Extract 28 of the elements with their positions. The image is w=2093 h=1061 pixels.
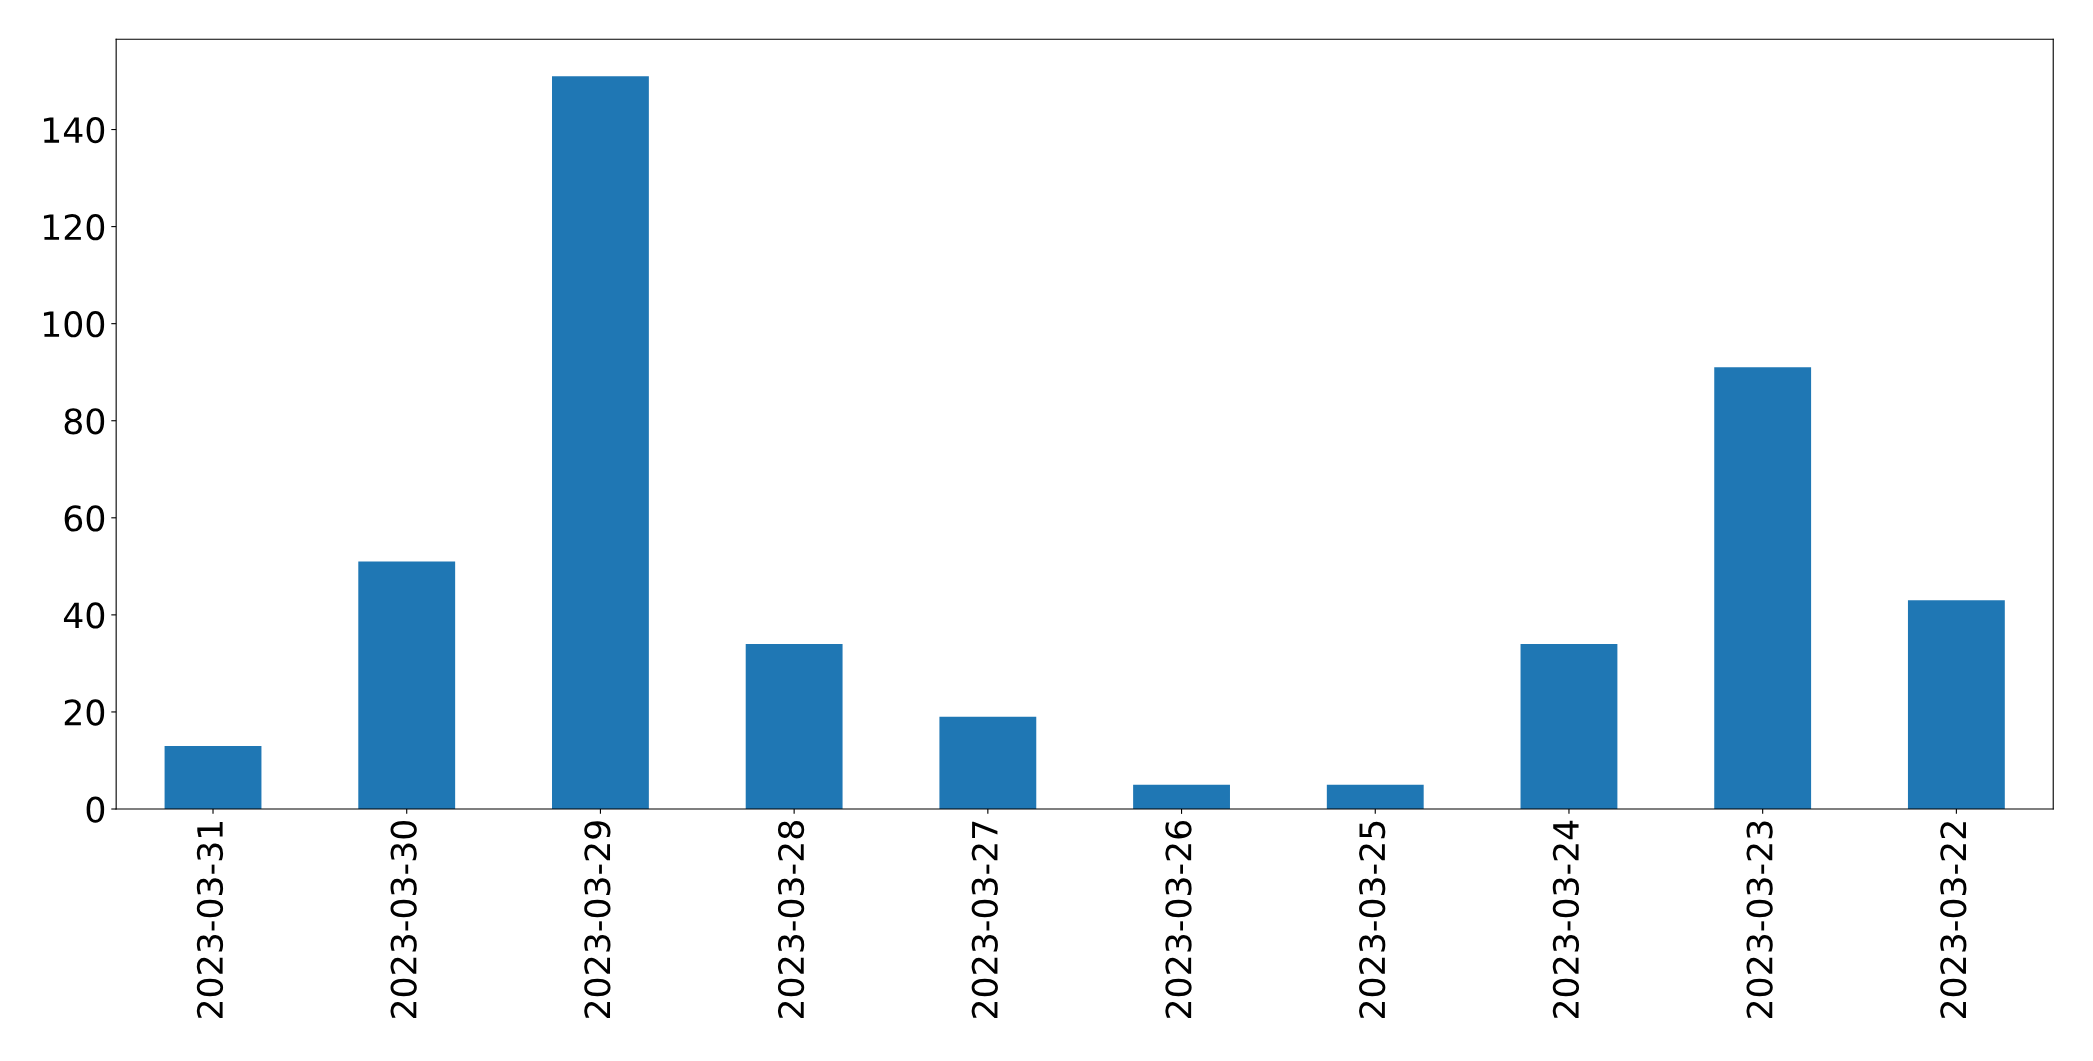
y-tick-label: 0 xyxy=(86,796,105,823)
bar xyxy=(1133,784,1230,810)
y-tick-label: 60 xyxy=(64,505,105,532)
y-tick-label: 120 xyxy=(43,214,105,241)
x-tick-label: 2023-03-23 xyxy=(1746,821,1773,1018)
bar xyxy=(1520,644,1618,810)
x-tick-label: 2023-03-25 xyxy=(1359,821,1386,1018)
x-tick-label: 2023-03-31 xyxy=(196,821,224,1018)
x-tick-label: 2023-03-28 xyxy=(777,821,805,1018)
bar xyxy=(1714,367,1812,810)
bar xyxy=(358,561,456,810)
bar xyxy=(552,76,649,810)
bar xyxy=(164,745,262,810)
y-tick-label: 80 xyxy=(64,408,105,435)
y-tick-label: 100 xyxy=(43,311,105,338)
bar xyxy=(745,644,843,810)
x-tick-label: 2023-03-30 xyxy=(390,821,417,1018)
x-tick-label: 2023-03-24 xyxy=(1552,820,1580,1018)
y-tick-label: 20 xyxy=(64,699,105,726)
y-tick-label: 140 xyxy=(43,116,105,144)
bar xyxy=(1907,600,2005,810)
x-tick-label: 2023-03-26 xyxy=(1165,820,1192,1018)
bar xyxy=(1326,784,1424,810)
x-tick-label: 2023-03-29 xyxy=(584,821,611,1018)
bar xyxy=(939,716,1037,810)
x-tick-label: 2023-03-27 xyxy=(971,821,998,1018)
y-tick-label: 40 xyxy=(63,602,105,629)
x-tick-label: 2023-03-22 xyxy=(1940,822,1967,1018)
